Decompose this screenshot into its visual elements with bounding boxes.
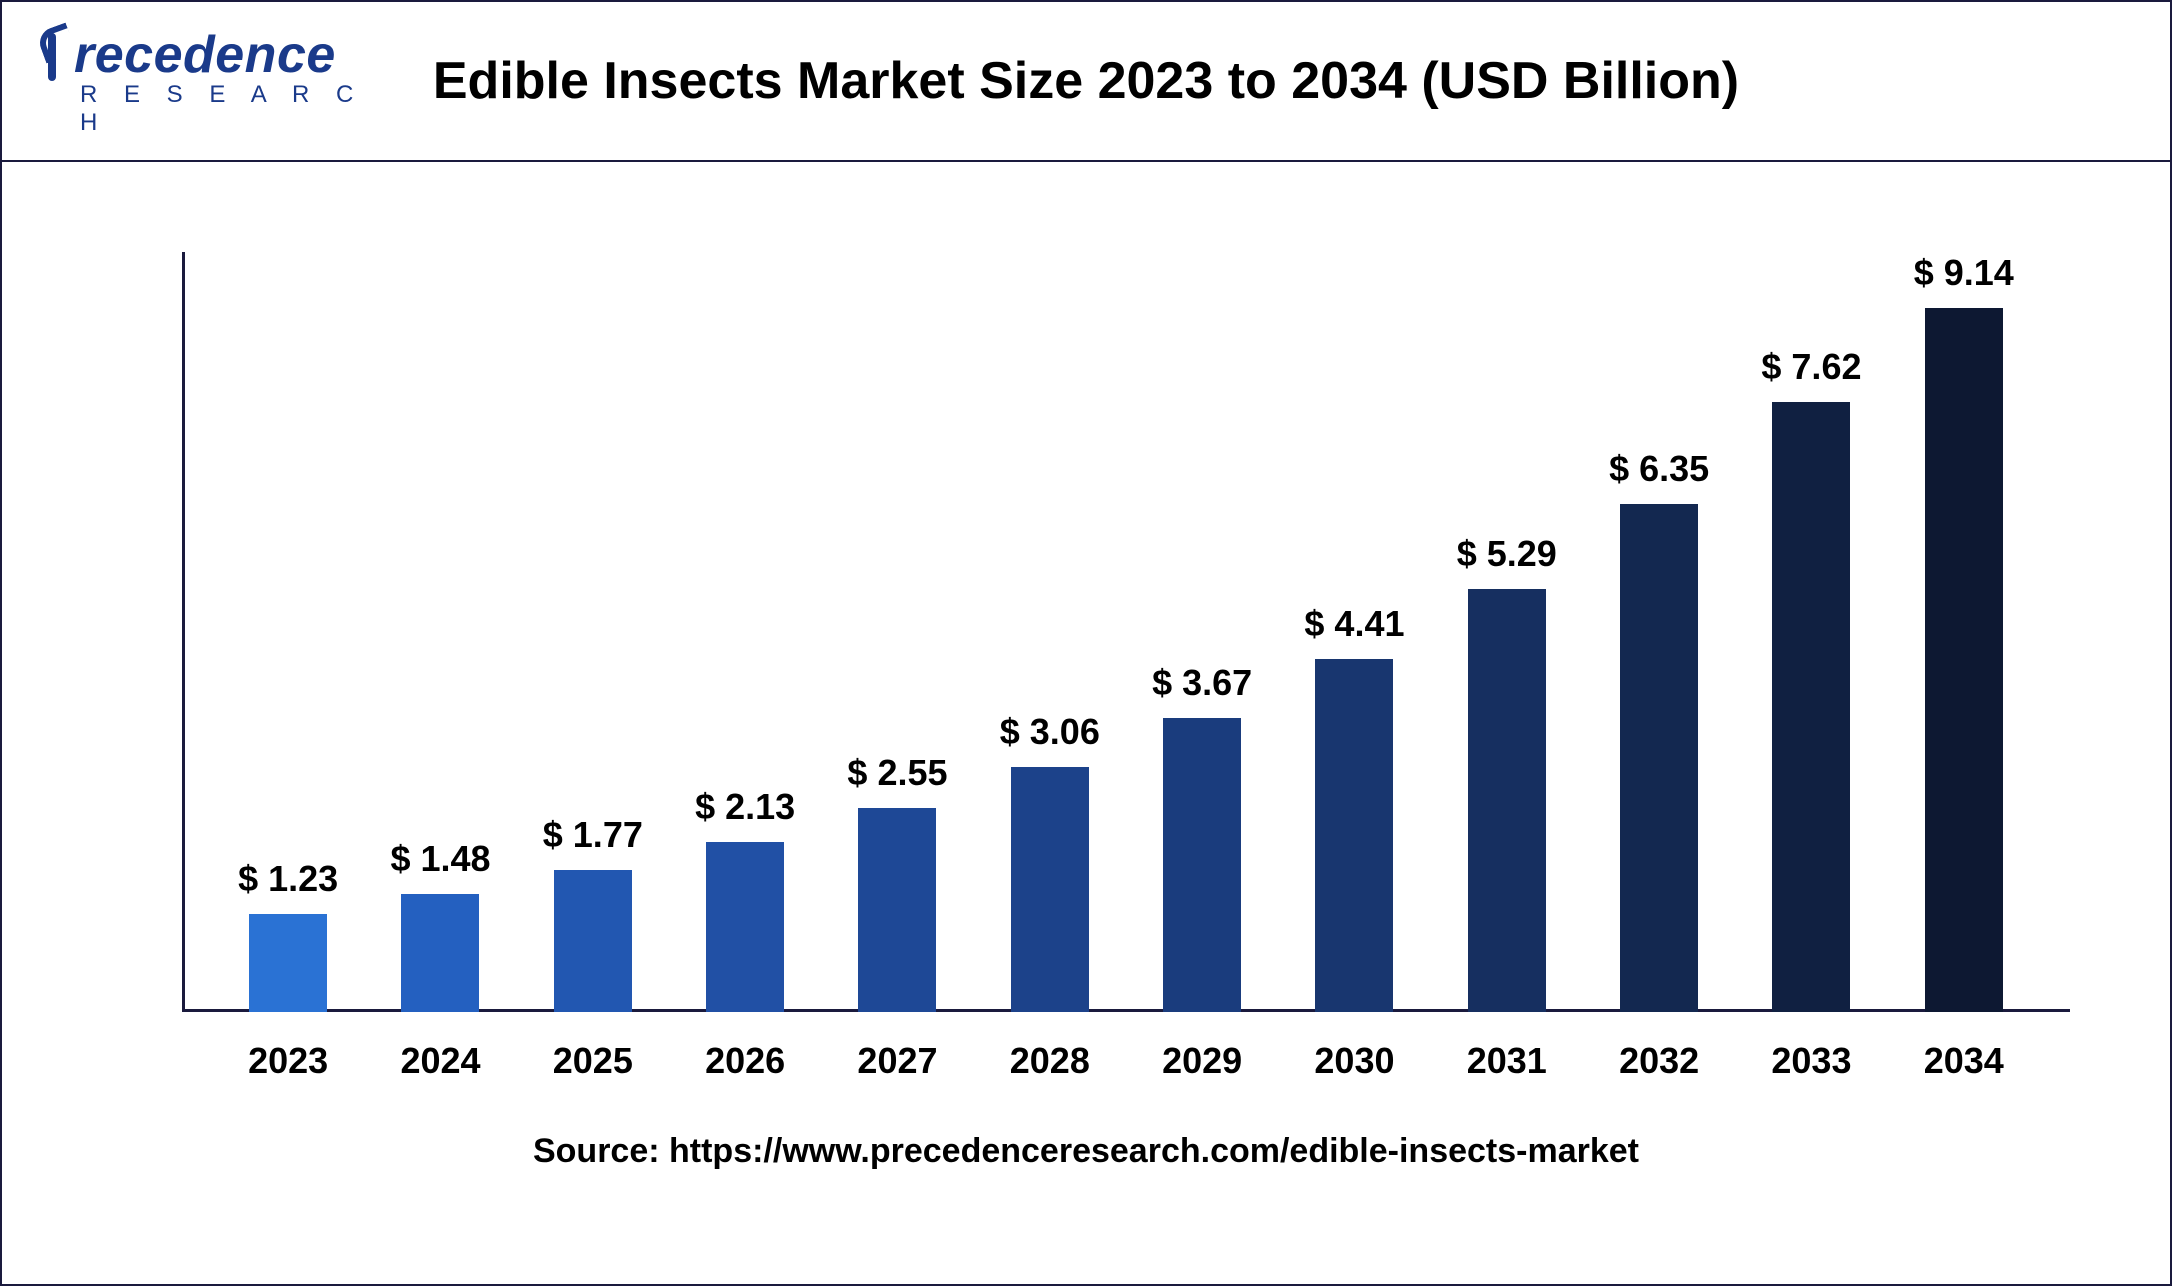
bar-value-label: $ 3.67	[1152, 662, 1252, 704]
bar-2030: $ 4.41	[1304, 252, 1404, 1012]
bar-2034: $ 9.14	[1914, 252, 2014, 1012]
bar-2027: $ 2.55	[847, 252, 947, 1012]
bar-rect	[554, 870, 632, 1012]
bar-rect	[1772, 402, 1850, 1012]
source-text: Source: https://www.precedenceresearch.c…	[2, 1132, 2170, 1171]
bar-rect	[249, 914, 327, 1012]
x-label: 2030	[1304, 1040, 1404, 1082]
header: recedence R E S E A R C H Edible Insects…	[2, 2, 2170, 162]
logo-p-glyph-icon	[32, 27, 72, 83]
bar-value-label: $ 2.55	[847, 752, 947, 794]
bar-2032: $ 6.35	[1609, 252, 1709, 1012]
x-label: 2023	[238, 1040, 338, 1082]
bar-value-label: $ 2.13	[695, 786, 795, 828]
bar-rect	[401, 894, 479, 1012]
bar-rect	[1315, 659, 1393, 1012]
bar-rect	[1011, 767, 1089, 1012]
x-label: 2032	[1609, 1040, 1709, 1082]
bar-2026: $ 2.13	[695, 252, 795, 1012]
x-label: 2029	[1152, 1040, 1252, 1082]
bar-2029: $ 3.67	[1152, 252, 1252, 1012]
x-label: 2025	[543, 1040, 643, 1082]
bar-rect	[858, 808, 936, 1012]
bar-2033: $ 7.62	[1761, 252, 1861, 1012]
chart-title: Edible Insects Market Size 2023 to 2034 …	[433, 51, 1739, 111]
bar-value-label: $ 4.41	[1304, 603, 1404, 645]
bar-rect	[1468, 589, 1546, 1012]
x-label: 2033	[1761, 1040, 1861, 1082]
x-label: 2034	[1914, 1040, 2014, 1082]
bar-rect	[1163, 718, 1241, 1012]
logo-text: recedence	[74, 29, 336, 81]
x-label: 2024	[390, 1040, 490, 1082]
bar-value-label: $ 1.77	[543, 814, 643, 856]
bar-2023: $ 1.23	[238, 252, 338, 1012]
bar-value-label: $ 7.62	[1761, 346, 1861, 388]
bar-value-label: $ 3.06	[1000, 711, 1100, 753]
bars-group: $ 1.23 $ 1.48 $ 1.77 $ 2.13 $ 2.55 $ 3.06 $ 3.…	[182, 252, 2070, 1012]
bar-2025: $ 1.77	[543, 252, 643, 1012]
x-axis-labels: 2023 2024 2025 2026 2027 2028 2029 2030 2031 2032…	[182, 1040, 2070, 1082]
bar-value-label: $ 5.29	[1457, 533, 1557, 575]
logo-subtext: R E S E A R C H	[80, 81, 372, 137]
bar-rect	[1925, 308, 2003, 1012]
bar-rect	[706, 842, 784, 1012]
chart-container: recedence R E S E A R C H Edible Insects…	[0, 0, 2172, 1286]
x-label: 2027	[847, 1040, 947, 1082]
bar-2031: $ 5.29	[1457, 252, 1557, 1012]
bar-value-label: $ 1.48	[390, 838, 490, 880]
bar-2024: $ 1.48	[390, 252, 490, 1012]
bar-2028: $ 3.06	[1000, 252, 1100, 1012]
bar-rect	[1620, 504, 1698, 1012]
bar-value-label: $ 1.23	[238, 858, 338, 900]
logo-main: recedence	[32, 27, 372, 83]
x-label: 2028	[1000, 1040, 1100, 1082]
chart-plot-area: $ 1.23 $ 1.48 $ 1.77 $ 2.13 $ 2.55 $ 3.06 $ 3.…	[2, 162, 2170, 1122]
x-label: 2031	[1457, 1040, 1557, 1082]
bar-value-label: $ 9.14	[1914, 252, 2014, 294]
x-label: 2026	[695, 1040, 795, 1082]
bar-value-label: $ 6.35	[1609, 448, 1709, 490]
logo: recedence R E S E A R C H	[32, 32, 372, 132]
